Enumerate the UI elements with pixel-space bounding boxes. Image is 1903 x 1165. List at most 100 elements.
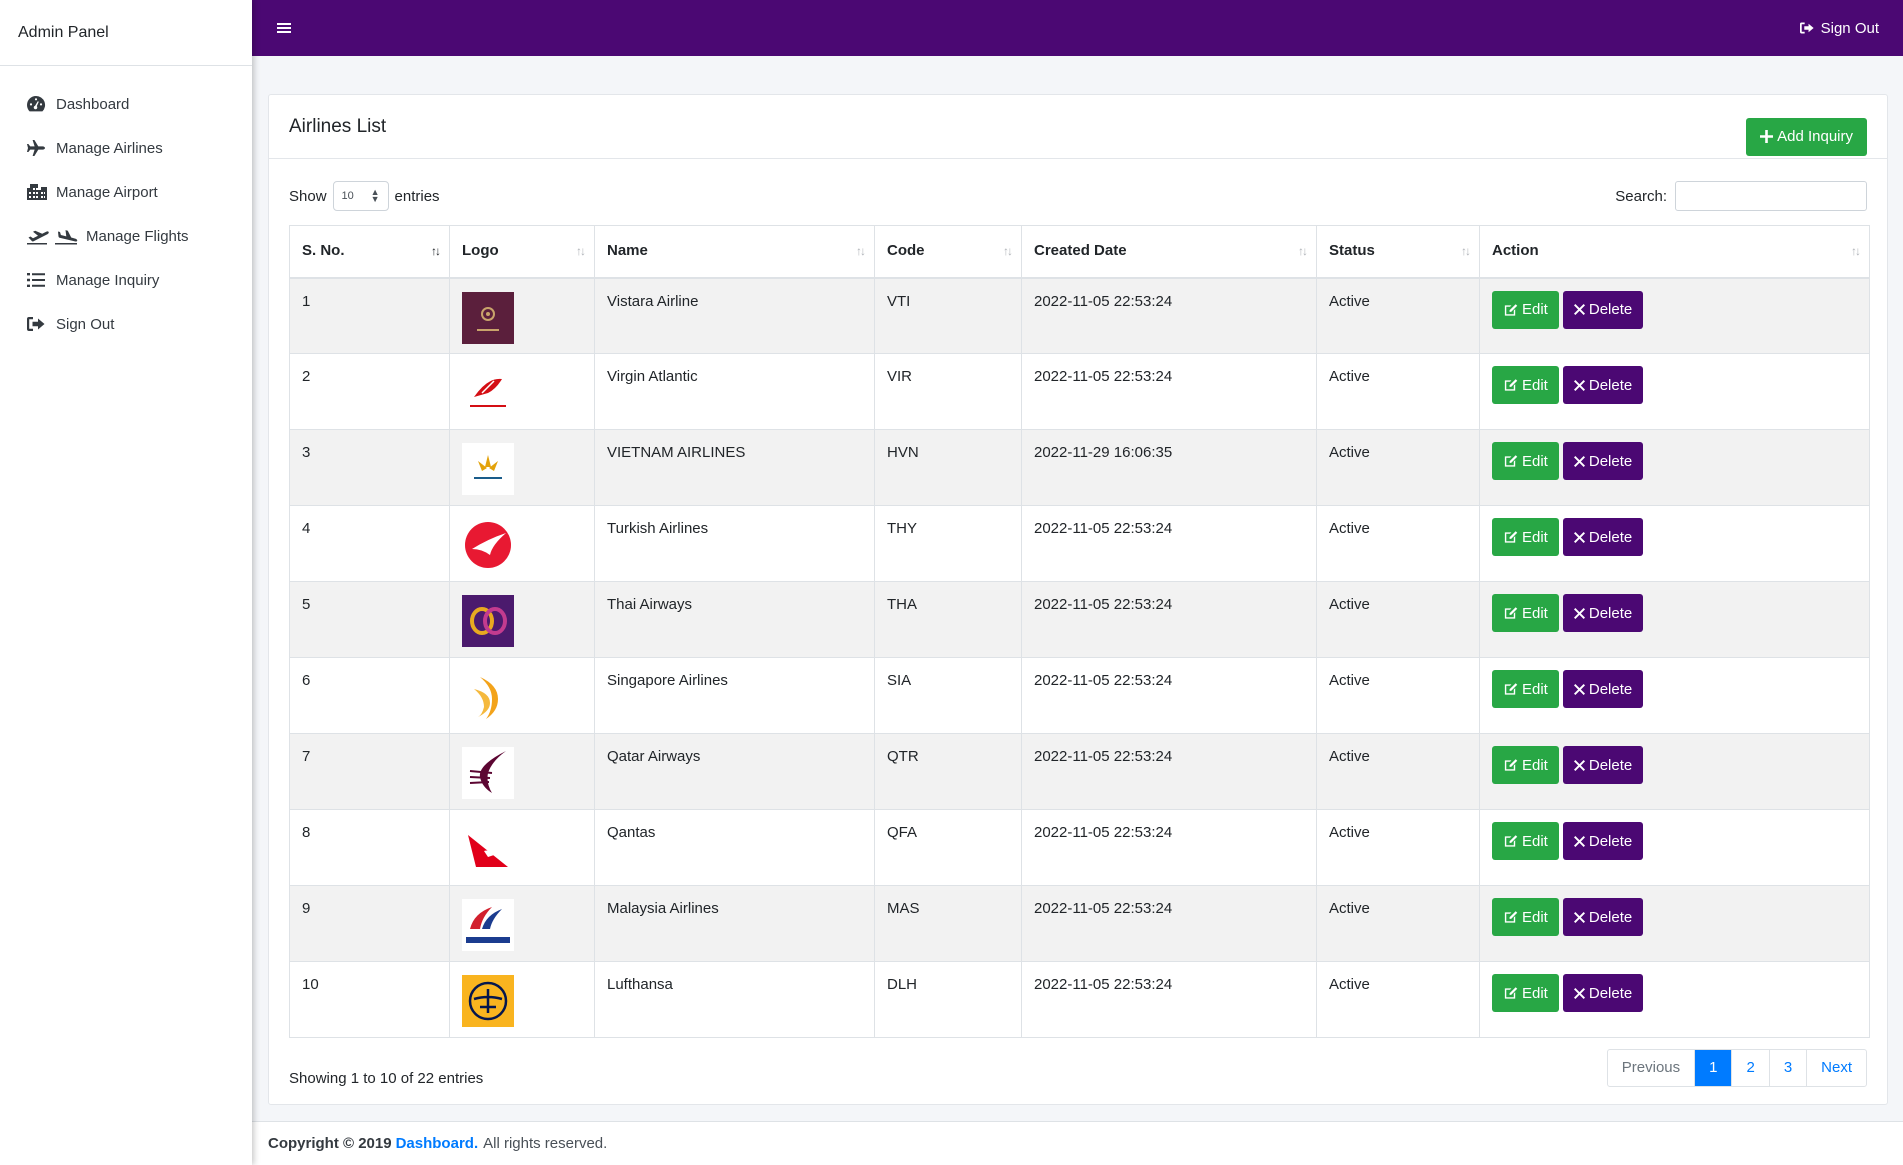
sidebar-item-label: Manage Airlines	[56, 139, 163, 157]
search-input[interactable]	[1675, 181, 1867, 211]
column-header-code[interactable]: Code ↑↓	[874, 225, 1022, 279]
pagination-previous[interactable]: Previous	[1621, 1059, 1681, 1076]
cell-sno: 9	[289, 885, 450, 962]
cell-logo	[449, 277, 595, 354]
delete-button[interactable]: Delete	[1562, 974, 1644, 1012]
sidebar-item-manage-flights[interactable]: Manage Flights	[0, 214, 252, 258]
edit-button[interactable]: Edit	[1492, 442, 1559, 480]
cell-action: Edit Delete	[1479, 505, 1870, 582]
cell-sno: 5	[289, 581, 450, 658]
times-icon	[1573, 455, 1585, 467]
cell-created-date: 2022-11-05 22:53:24	[1021, 809, 1317, 886]
pagination: Previous 1 2 3 Next	[1606, 1048, 1867, 1087]
edit-button[interactable]: Edit	[1492, 746, 1559, 784]
delete-button[interactable]: Delete	[1562, 822, 1644, 860]
cell-created-date: 2022-11-29 16:06:35	[1021, 429, 1317, 506]
sidebar-item-dashboard[interactable]: Dashboard	[0, 82, 252, 126]
cell-created-date: 2022-11-05 22:53:24	[1021, 277, 1317, 354]
thai-airways-logo	[462, 595, 514, 647]
delete-button[interactable]: Delete	[1562, 670, 1644, 708]
cell-code: MAS	[874, 885, 1022, 962]
lufthansa-logo	[462, 975, 514, 1027]
cell-action: Edit Delete	[1479, 885, 1870, 962]
edit-button[interactable]: Edit	[1492, 822, 1559, 860]
sidebar-item-label: Sign Out	[56, 315, 115, 333]
column-header-status[interactable]: Status ↑↓	[1316, 225, 1480, 279]
edit-icon	[1504, 683, 1518, 695]
times-icon	[1573, 683, 1585, 695]
sort-icon: ↑↓	[1851, 244, 1861, 258]
topbar-sign-out-label: Sign Out	[1820, 19, 1879, 37]
add-inquiry-button[interactable]: Add Inquiry	[1746, 117, 1867, 156]
sign-out-icon	[1799, 22, 1814, 34]
cell-action: Edit Delete	[1479, 277, 1870, 354]
cell-name: Qantas	[594, 809, 875, 886]
pagination-page-3[interactable]: 3	[1768, 1049, 1806, 1086]
cell-name: Singapore Airlines	[594, 657, 875, 734]
topbar-sign-out-link[interactable]: Sign Out	[1799, 20, 1879, 37]
tachometer-icon	[26, 95, 56, 113]
sidebar-item-manage-airport[interactable]: Manage Airport	[0, 170, 252, 214]
column-header-action[interactable]: Action ↑↓	[1479, 225, 1870, 279]
table-row: 6 Singapore Airlines SIA 2022-11-05 22:53:2…	[289, 657, 1870, 734]
airlines-table: S. No. ↑↓ Logo ↑↓ Name ↑↓ Code ↑↓ Created Da…	[289, 225, 1870, 1038]
edit-icon	[1504, 455, 1518, 467]
plane-departure-arrival-icon	[26, 227, 86, 245]
edit-icon	[1504, 759, 1518, 771]
cell-name: Vistara Airline	[594, 277, 875, 354]
column-header-logo[interactable]: Logo ↑↓	[449, 225, 595, 279]
times-icon	[1573, 759, 1585, 771]
cell-sno: 8	[289, 809, 450, 886]
times-icon	[1573, 911, 1585, 923]
cell-status: Active	[1316, 277, 1480, 354]
sidebar-item-sign-out[interactable]: Sign Out	[0, 302, 252, 346]
edit-icon	[1504, 911, 1518, 923]
column-header-name[interactable]: Name ↑↓	[594, 225, 875, 279]
sort-icon: ↑↓	[1298, 244, 1308, 258]
sort-icon: ↑↓	[1461, 244, 1471, 258]
cell-name: Qatar Airways	[594, 733, 875, 810]
delete-button[interactable]: Delete	[1562, 442, 1644, 480]
pagination-next[interactable]: Next	[1806, 1049, 1866, 1086]
search-label: Search:	[1615, 187, 1667, 205]
cell-status: Active	[1316, 505, 1480, 582]
cell-action: Edit Delete	[1479, 429, 1870, 506]
edit-button[interactable]: Edit	[1492, 898, 1559, 936]
edit-button[interactable]: Edit	[1492, 670, 1559, 708]
sidebar-item-manage-inquiry[interactable]: Manage Inquiry	[0, 258, 252, 302]
turkish-airlines-logo	[462, 519, 514, 571]
times-icon	[1573, 987, 1585, 999]
edit-button[interactable]: Edit	[1492, 290, 1559, 329]
delete-button[interactable]: Delete	[1562, 746, 1644, 784]
hamburger-menu-icon[interactable]	[276, 21, 292, 35]
dashboard-link[interactable]: Dashboard.	[395, 1135, 479, 1152]
edit-button[interactable]: Edit	[1492, 974, 1559, 1012]
delete-button[interactable]: Delete	[1562, 366, 1644, 404]
delete-button[interactable]: Delete	[1562, 518, 1644, 556]
cell-status: Active	[1316, 885, 1480, 962]
edit-button[interactable]: Edit	[1492, 518, 1559, 556]
delete-button[interactable]: Delete	[1562, 290, 1644, 329]
cell-status: Active	[1316, 581, 1480, 658]
edit-icon	[1504, 607, 1518, 619]
cell-logo	[449, 505, 595, 582]
edit-button[interactable]: Edit	[1492, 366, 1559, 404]
pagination-page-1[interactable]: 1	[1694, 1049, 1732, 1086]
edit-icon	[1504, 835, 1518, 847]
edit-icon	[1504, 987, 1518, 999]
table-row: 1 Vistara Airline VTI 2022-11-05 22:53:24 Ac…	[289, 277, 1870, 354]
sidebar-item-manage-airlines[interactable]: Manage Airlines	[0, 126, 252, 170]
pagination-page-2[interactable]: 2	[1731, 1049, 1768, 1086]
edit-icon	[1504, 379, 1518, 391]
column-header-created-date[interactable]: Created Date ↑↓	[1021, 225, 1317, 279]
cell-created-date: 2022-11-05 22:53:24	[1021, 657, 1317, 734]
column-header-sno[interactable]: S. No. ↑↓	[289, 225, 450, 279]
entries-length-select[interactable]: 10 ▲ ▼	[332, 181, 389, 211]
delete-button[interactable]: Delete	[1562, 594, 1644, 632]
cell-code: THA	[874, 581, 1022, 658]
qatar-airways-logo	[462, 747, 514, 799]
delete-button[interactable]: Delete	[1562, 898, 1644, 936]
edit-button[interactable]: Edit	[1492, 594, 1559, 632]
vistara-logo	[462, 291, 514, 344]
vietnam-airlines-logo	[462, 443, 514, 495]
